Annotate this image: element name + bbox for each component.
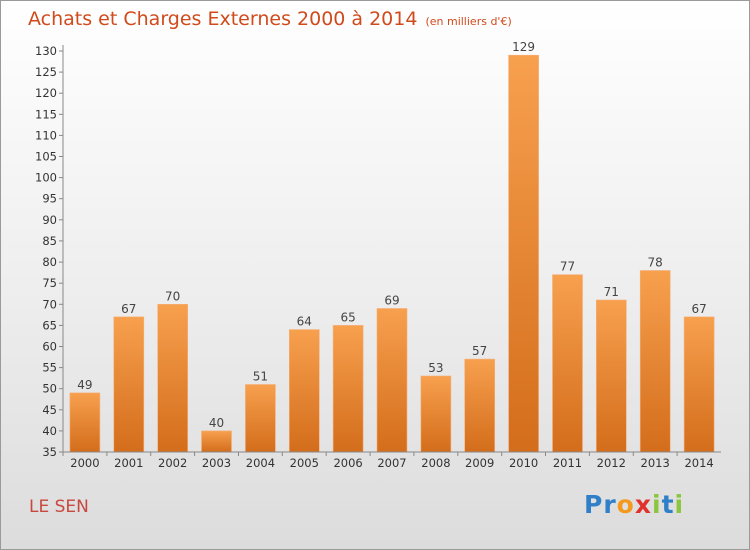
bar-value-label: 77 <box>560 260 575 274</box>
logo-letter: r <box>603 490 617 519</box>
y-tick-label: 80 <box>42 255 57 269</box>
bar-value-label: 67 <box>691 302 706 316</box>
chart-unit: (en milliers d'€) <box>425 15 512 28</box>
y-tick-label: 115 <box>35 107 57 121</box>
x-tick-label: 2000 <box>70 456 99 470</box>
logo-letter: x <box>634 490 652 519</box>
bar <box>683 316 715 453</box>
bars-group: 49 67 70 40 51 64 65 69 53 57 129 77 71 78 67 <box>69 40 715 453</box>
bar <box>288 329 320 453</box>
bar <box>157 303 188 453</box>
y-tick-label: 125 <box>35 65 57 79</box>
x-tick-label: 2001 <box>114 456 143 470</box>
x-tick-label: 2003 <box>202 456 231 470</box>
town-name: LE SEN <box>29 497 89 517</box>
y-tick-label: 110 <box>35 128 57 142</box>
bar <box>376 308 408 453</box>
logo-letter: i <box>674 490 685 519</box>
x-tick-label: 2014 <box>684 456 713 470</box>
bar-value-label: 70 <box>165 289 180 303</box>
y-tick-label: 65 <box>42 318 57 332</box>
y-tick-label: 40 <box>42 424 57 438</box>
y-tick-label: 85 <box>42 234 57 248</box>
bar-value-label: 78 <box>648 256 663 270</box>
y-tick-label: 90 <box>42 213 57 227</box>
y-tick-label: 75 <box>42 276 57 290</box>
bar-value-label: 53 <box>428 361 443 375</box>
x-tick-label: 2008 <box>421 456 450 470</box>
y-tick-label: 50 <box>42 382 57 396</box>
bar-value-label: 57 <box>472 344 487 358</box>
logo-letter: t <box>661 490 675 519</box>
y-tick-label: 60 <box>42 340 57 354</box>
x-tick-label: 2005 <box>290 456 319 470</box>
bar-value-label: 64 <box>297 315 312 329</box>
proxiti-logo: Proxiti <box>584 490 684 519</box>
bar <box>595 299 627 453</box>
y-tick-label: 55 <box>42 361 57 375</box>
bar <box>552 274 583 453</box>
y-tick-label: 130 <box>35 44 57 58</box>
logo-letter: o <box>616 490 635 519</box>
x-tick-label: 2013 <box>641 456 670 470</box>
bar <box>639 270 671 453</box>
bar <box>332 325 364 453</box>
bar-value-label: 69 <box>384 294 399 308</box>
bar-value-label: 71 <box>604 285 619 299</box>
x-tick-label: 2002 <box>158 456 187 470</box>
bar <box>113 316 145 453</box>
bar-value-label: 67 <box>121 302 136 316</box>
bar <box>464 358 496 453</box>
y-tick-label: 35 <box>42 445 57 459</box>
y-tick-label: 70 <box>42 297 57 311</box>
x-tick-label: 2011 <box>553 456 582 470</box>
bar <box>69 392 101 453</box>
axes-group: 2000 2001 2002 2003 2004 2005 2006 2007 2008 2009… <box>35 44 721 470</box>
y-tick-label: 45 <box>42 403 57 417</box>
bar <box>201 430 232 453</box>
x-tick-label: 2007 <box>377 456 406 470</box>
chart-title: Achats et Charges Externes 2000 à 2014 (e… <box>28 8 512 30</box>
x-tick-label: 2012 <box>597 456 626 470</box>
logo-letter: i <box>652 490 662 519</box>
y-tick-label: 120 <box>35 86 57 100</box>
x-tick-label: 2009 <box>465 456 494 470</box>
bar-value-label: 49 <box>77 378 92 392</box>
bar-value-label: 40 <box>209 416 224 430</box>
y-tick-label: 95 <box>42 192 57 206</box>
x-tick-label: 2004 <box>246 456 275 470</box>
bar <box>508 54 539 453</box>
x-tick-label: 2006 <box>333 456 362 470</box>
bar-value-label: 51 <box>253 370 268 384</box>
logo-letter: P <box>584 490 604 519</box>
x-tick-label: 2010 <box>509 456 538 470</box>
chart-title-text: Achats et Charges Externes 2000 à 2014 <box>28 8 418 30</box>
bar-value-label: 65 <box>340 310 355 324</box>
bar <box>420 375 452 453</box>
bar <box>245 384 276 453</box>
bar-value-label: 129 <box>512 40 535 54</box>
y-tick-label: 100 <box>35 171 57 185</box>
y-tick-label: 105 <box>35 150 57 164</box>
